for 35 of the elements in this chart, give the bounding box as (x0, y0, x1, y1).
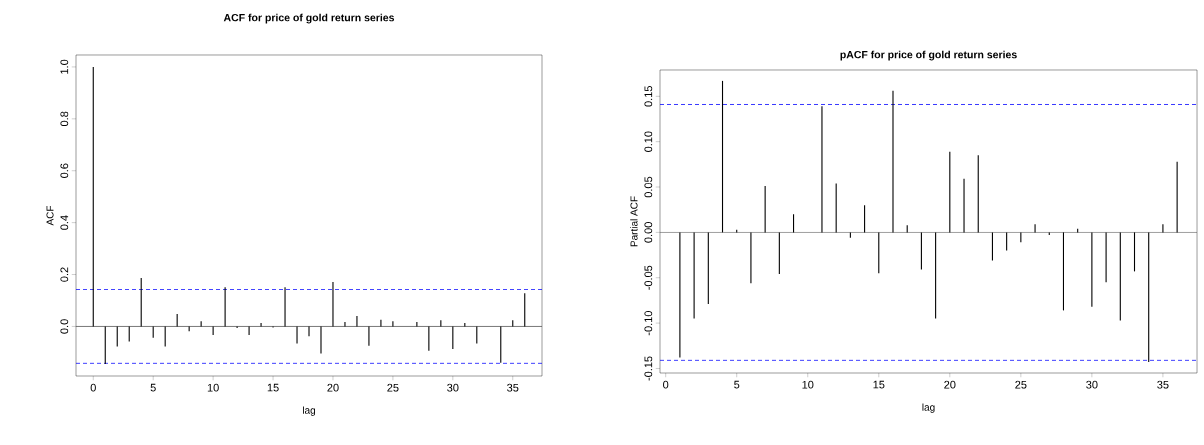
y-tick-label: 0.2 (60, 267, 69, 282)
y-tick-label: 0.00 (644, 222, 653, 243)
y-tick-label: -0.15 (644, 356, 653, 381)
x-tick-label: 20 (327, 383, 339, 392)
x-tick-label: 35 (1157, 380, 1169, 389)
x-tick-label: 25 (1015, 380, 1027, 389)
x-tick-label: 20 (944, 380, 956, 389)
x-tick-label: 10 (802, 380, 814, 389)
y-tick-label: -0.05 (644, 265, 653, 290)
x-tick-label: 30 (1086, 380, 1098, 389)
x-tick-label: 25 (387, 383, 399, 392)
x-tick-label: 5 (150, 383, 156, 392)
x-tick-label: 35 (507, 383, 519, 392)
x-tick-label: 0 (663, 380, 669, 389)
chart-title: ACF for price of gold return series (223, 13, 395, 24)
chart-title: pACF for price of gold return series (840, 50, 1017, 61)
y-tick-label: 0.8 (60, 111, 69, 127)
x-tick-label: 30 (447, 383, 459, 392)
y-tick-label: 0.0 (60, 319, 69, 334)
y-tick-label: 0.15 (644, 86, 653, 107)
x-tick-label: 15 (873, 380, 885, 389)
y-tick-label: 0.6 (60, 163, 69, 178)
y-tick-label: 0.10 (644, 131, 653, 152)
x-tick-label: 10 (207, 383, 219, 392)
x-tick-label: 0 (90, 383, 96, 392)
y-tick-label: 0.4 (60, 215, 69, 230)
x-tick-label: 15 (267, 383, 279, 392)
y-tick-label: 1.0 (60, 59, 69, 74)
x-tick-label: 5 (734, 380, 740, 389)
x-axis-title: lag (922, 403, 935, 413)
x-axis-title: lag (303, 406, 316, 416)
y-tick-label: 0.05 (644, 176, 653, 198)
y-axis-title: Partial ACF (630, 196, 638, 247)
y-tick-label: -0.10 (644, 311, 653, 336)
y-axis-title: ACF (46, 205, 54, 226)
